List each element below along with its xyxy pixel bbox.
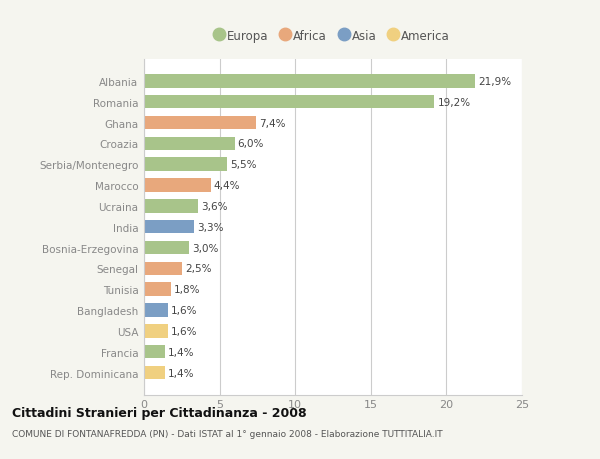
Bar	[144, 345, 165, 359]
Bar	[144, 137, 235, 151]
Bar	[144, 366, 165, 380]
Bar	[144, 303, 168, 317]
Bar	[144, 262, 182, 275]
Text: 5,5%: 5,5%	[230, 160, 257, 170]
Bar	[144, 158, 227, 172]
Bar	[144, 179, 211, 192]
Bar	[144, 241, 190, 255]
Bar	[144, 200, 199, 213]
Bar	[144, 220, 194, 234]
Text: 19,2%: 19,2%	[437, 97, 470, 107]
Legend: Europa, Africa, Asia, America: Europa, Africa, Asia, America	[211, 25, 455, 48]
Text: 3,3%: 3,3%	[197, 222, 223, 232]
Bar	[144, 117, 256, 130]
Text: 7,4%: 7,4%	[259, 118, 286, 128]
Bar	[144, 75, 475, 89]
Text: 1,6%: 1,6%	[171, 305, 198, 315]
Text: 1,8%: 1,8%	[174, 285, 201, 295]
Text: 1,4%: 1,4%	[168, 368, 194, 378]
Bar	[144, 95, 434, 109]
Text: 4,4%: 4,4%	[214, 181, 240, 190]
Text: COMUNE DI FONTANAFREDDA (PN) - Dati ISTAT al 1° gennaio 2008 - Elaborazione TUTT: COMUNE DI FONTANAFREDDA (PN) - Dati ISTA…	[12, 429, 443, 438]
Bar	[144, 325, 168, 338]
Text: 3,6%: 3,6%	[202, 202, 228, 212]
Text: 3,0%: 3,0%	[193, 243, 219, 253]
Text: 6,0%: 6,0%	[238, 139, 264, 149]
Bar	[144, 283, 171, 297]
Text: 2,5%: 2,5%	[185, 264, 211, 274]
Text: 1,4%: 1,4%	[168, 347, 194, 357]
Text: 21,9%: 21,9%	[478, 77, 511, 87]
Text: Cittadini Stranieri per Cittadinanza - 2008: Cittadini Stranieri per Cittadinanza - 2…	[12, 406, 307, 419]
Text: 1,6%: 1,6%	[171, 326, 198, 336]
